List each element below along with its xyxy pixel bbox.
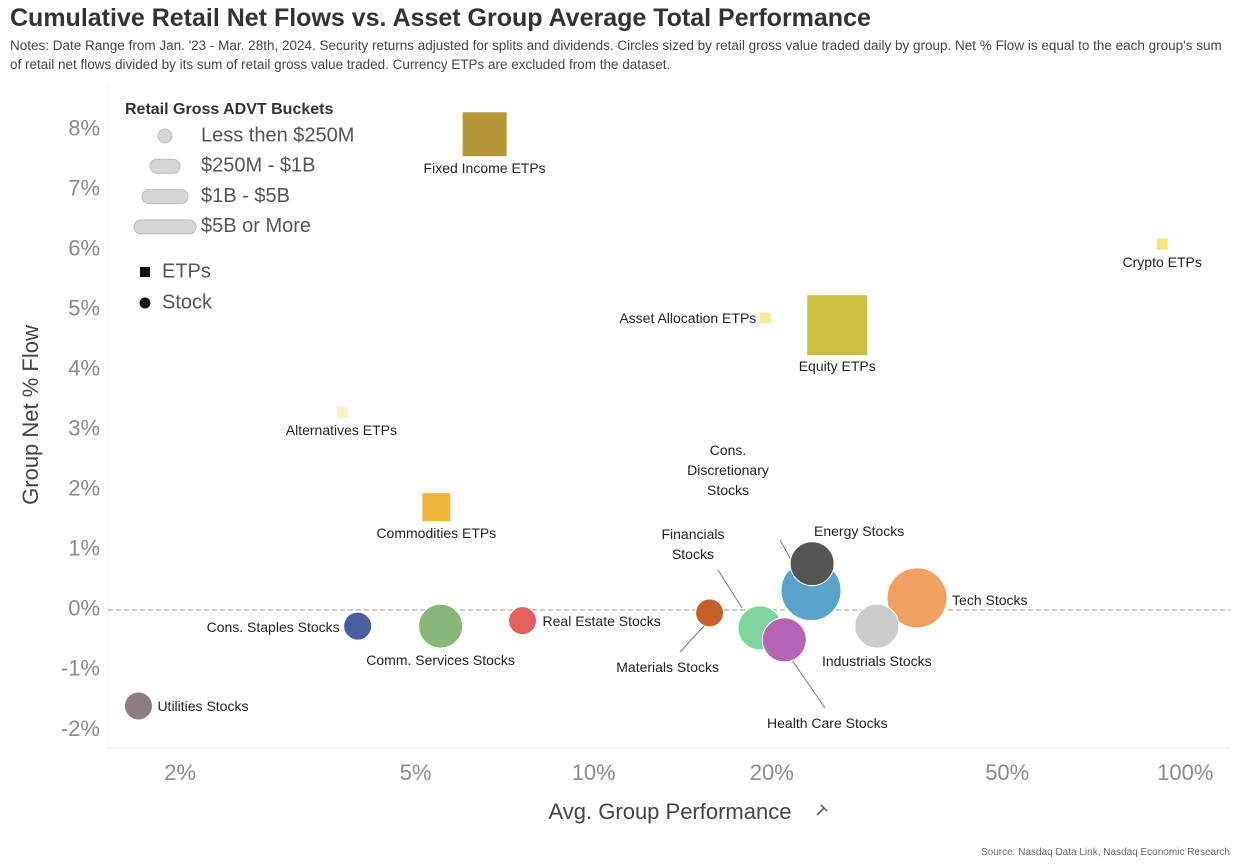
x-tick-label: 10%: [572, 760, 616, 785]
legend-size-swatch: [141, 189, 189, 205]
legend-shape-swatch: [139, 297, 151, 309]
point-label: Asset Allocation ETPs: [619, 310, 757, 326]
legend-shape-label: Stock: [162, 291, 213, 313]
y-tick-label: 6%: [68, 235, 100, 260]
point-label: Materials Stocks: [616, 658, 719, 675]
y-tick-label: 4%: [68, 355, 100, 380]
y-tick-label: 5%: [68, 295, 100, 320]
legend-title: Retail Gross ADVT Buckets: [125, 101, 333, 118]
y-tick-label: 7%: [68, 175, 100, 200]
point-label: Real Estate Stocks: [542, 612, 661, 629]
point-label: Comm. Services Stocks: [366, 652, 515, 669]
point-label: Cons. Staples Stocks: [206, 619, 340, 636]
point: [695, 598, 725, 628]
point: [343, 611, 373, 641]
point-label: Tech Stocks: [952, 591, 1028, 608]
point: [759, 312, 771, 324]
point-label: Fixed Income ETPs: [423, 160, 546, 177]
legend-size-label: $5B or More: [201, 215, 311, 237]
y-axis-title: Group Net % Flow: [18, 325, 43, 505]
x-axis-title: Avg. Group Performance: [549, 799, 792, 824]
legend-size-label: $250M - $1B: [201, 155, 316, 177]
point-label: Industrials Stocks: [821, 653, 932, 670]
leader-line: [791, 659, 826, 709]
point-label: Health Care Stocks: [767, 714, 888, 731]
y-tick-label: 0%: [68, 596, 100, 621]
y-tick-label: -1%: [61, 656, 100, 681]
legend-size-swatch: [133, 219, 197, 235]
point: [854, 603, 900, 649]
x-tick-label: 5%: [400, 760, 432, 785]
point: [123, 691, 153, 721]
point-label: Equity ETPs: [798, 358, 876, 375]
point: [807, 295, 868, 356]
y-tick-label: 2%: [68, 476, 100, 501]
point: [761, 617, 807, 663]
x-tick-label: 50%: [985, 760, 1029, 785]
y-tick-label: -2%: [61, 716, 100, 741]
point: [422, 493, 451, 522]
point-label: Crypto ETPs: [1122, 254, 1202, 271]
legend-shape-label: ETPs: [162, 260, 211, 282]
point-label: Energy Stocks: [813, 522, 905, 539]
chart-notes: Notes: Date Range from Jan. '23 - Mar. 2…: [10, 38, 1222, 72]
source: Source: Nasdaq Data Link, Nasdaq Economi…: [980, 847, 1230, 858]
point-label: Cons. Discretionary Stocks: [687, 441, 769, 498]
leader-line: [679, 625, 705, 653]
legend-size-swatch: [157, 128, 173, 144]
point: [462, 112, 507, 157]
point: [508, 606, 538, 636]
x-tick-label: 20%: [750, 760, 794, 785]
point-label: Financials Stocks: [661, 525, 725, 562]
point: [418, 603, 464, 649]
y-tick-label: 3%: [68, 416, 100, 441]
y-tick-label: 8%: [68, 115, 100, 140]
legend-size-label: Less then $250M: [201, 124, 354, 146]
chart-title: Cumulative Retail Net Flows vs. Asset Gr…: [10, 4, 871, 32]
legend-size-swatch: [149, 158, 181, 174]
x-tick-label: 100%: [1157, 760, 1213, 785]
point: [336, 406, 348, 418]
pin-icon: [816, 804, 828, 816]
point: [789, 541, 835, 587]
leader-line: [717, 569, 743, 609]
point-label: Utilities Stocks: [157, 697, 249, 714]
y-tick-label: 1%: [68, 536, 100, 561]
legend-shape-swatch: [140, 267, 150, 277]
point-label: Commodities ETPs: [376, 525, 497, 542]
point-label: Alternatives ETPs: [285, 422, 398, 439]
x-tick-label: 2%: [164, 760, 196, 785]
point: [1156, 238, 1168, 250]
legend-size-label: $1B - $5B: [201, 185, 290, 207]
point: [886, 567, 948, 629]
